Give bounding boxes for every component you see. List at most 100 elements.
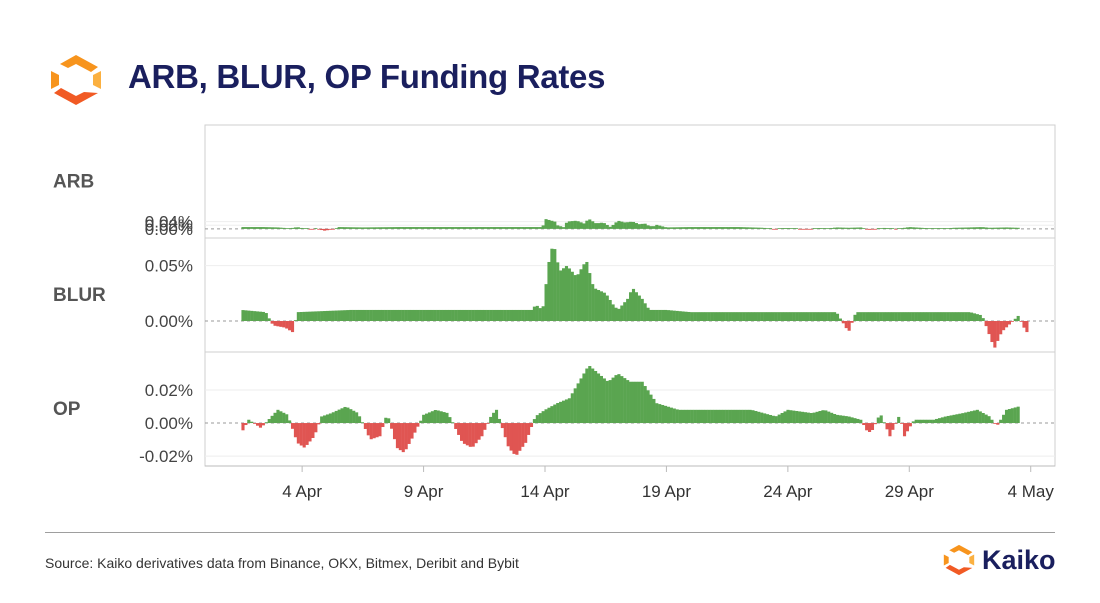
bar (771, 228, 775, 230)
bar (288, 228, 292, 229)
bar (766, 414, 770, 424)
bar (509, 423, 513, 451)
bar (946, 415, 950, 424)
bar (833, 413, 837, 424)
bar (550, 248, 554, 322)
bar (244, 227, 248, 229)
bar (366, 227, 370, 229)
bar (725, 227, 729, 229)
bar (492, 227, 496, 229)
bar (474, 309, 478, 322)
bar (614, 375, 618, 424)
bar (567, 398, 571, 424)
bar (736, 409, 740, 424)
bar (320, 228, 324, 231)
page-title: ARB, BLUR, OP Funding Rates (128, 58, 606, 95)
bar (661, 226, 665, 229)
bar (1013, 407, 1017, 424)
bar (827, 312, 831, 322)
bar (786, 228, 790, 229)
bar (964, 412, 968, 424)
bar (264, 313, 268, 322)
bar (480, 423, 484, 437)
bar (588, 219, 592, 229)
bar (972, 313, 977, 322)
bar (984, 227, 988, 229)
bar (681, 227, 685, 229)
bar (325, 228, 330, 231)
bar (821, 410, 825, 424)
bar (349, 227, 353, 229)
bar (1004, 321, 1009, 328)
bar (454, 423, 458, 429)
bar (256, 227, 260, 229)
bar (494, 227, 499, 229)
bar (637, 224, 641, 229)
bar (739, 312, 743, 322)
bar (882, 227, 886, 229)
bar (981, 227, 985, 229)
bar (515, 423, 519, 455)
bar (803, 312, 807, 322)
bar (419, 420, 423, 424)
bar (372, 309, 376, 322)
bar (253, 423, 257, 424)
bar (331, 228, 335, 230)
bar (573, 220, 577, 229)
bar (800, 411, 805, 424)
bar (882, 422, 886, 424)
bar (588, 273, 592, 322)
bar (349, 409, 353, 424)
bar (763, 312, 767, 322)
bar (943, 312, 947, 322)
bar (317, 423, 321, 425)
y-tick-label: -0.02% (139, 447, 193, 466)
bar (407, 309, 411, 322)
bar (687, 311, 691, 322)
bar (736, 312, 740, 322)
bar (567, 221, 571, 229)
bar (894, 312, 898, 322)
bar (617, 220, 621, 229)
bar (745, 312, 749, 322)
bar (698, 227, 703, 229)
bar (323, 415, 327, 424)
bar (833, 227, 837, 229)
bar (492, 309, 496, 322)
bar (425, 227, 429, 229)
bar (500, 227, 504, 229)
bar (873, 423, 877, 425)
bar (853, 227, 857, 229)
bar (576, 383, 580, 424)
bar (407, 423, 411, 444)
bar (331, 310, 335, 322)
bar (879, 228, 883, 229)
bar (690, 312, 694, 322)
bar (1019, 321, 1023, 322)
bar (445, 309, 449, 322)
bar (923, 419, 927, 424)
bar (678, 227, 682, 229)
bar (390, 423, 394, 429)
bar (247, 227, 251, 229)
bar (611, 224, 615, 229)
bar (494, 309, 499, 322)
bar (512, 423, 516, 454)
bar (897, 228, 901, 229)
bar (696, 409, 700, 424)
logo-top-segment (60, 55, 98, 72)
bar (684, 409, 688, 424)
bar (990, 419, 994, 424)
bar (381, 309, 385, 322)
bar (241, 227, 245, 229)
bar (870, 423, 875, 430)
bar (666, 310, 671, 322)
bar (308, 228, 312, 230)
bar (812, 312, 816, 322)
bar (425, 413, 429, 424)
bar (358, 227, 362, 229)
bar (914, 312, 918, 322)
bar (1013, 318, 1017, 322)
bar (468, 423, 472, 447)
bar (290, 423, 295, 429)
